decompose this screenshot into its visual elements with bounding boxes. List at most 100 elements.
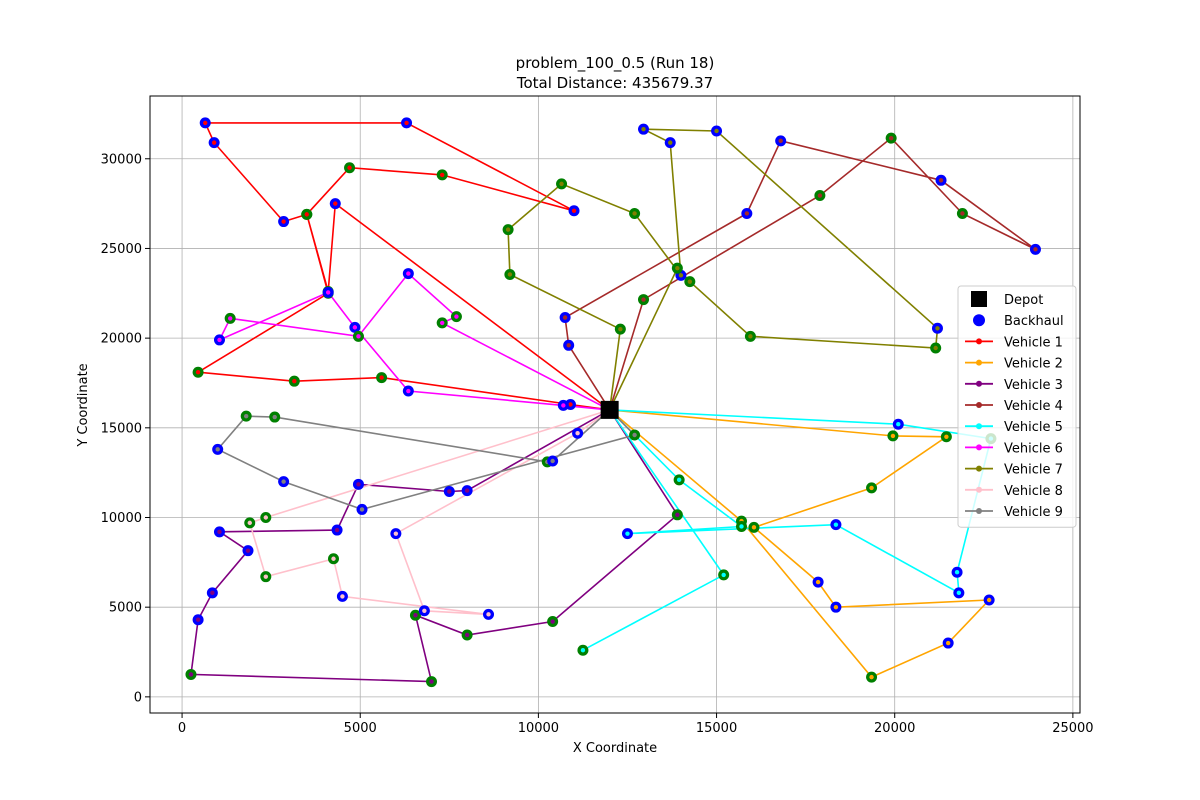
legend-vehicle-marker — [976, 402, 982, 408]
chart-title-line2: Total Distance: 435679.37 — [516, 74, 713, 92]
vehicle-stop-dot — [195, 617, 201, 622]
vehicle-stop-dot — [935, 326, 940, 331]
vehicle-stop-dot — [890, 433, 896, 439]
vehicle-stop-dot — [714, 128, 719, 134]
vehicle-stop-dot — [507, 272, 513, 277]
vehicle-stop-dot — [896, 422, 901, 427]
vehicle-stop-dot — [566, 343, 571, 348]
y-tick-label: 0 — [134, 690, 142, 705]
legend: Depot Backhaul Vehicle 1 Vehicle 2 Vehicle 3… — [957, 285, 1077, 528]
vehicle-stop-dot — [263, 574, 269, 579]
legend-vehicle-marker — [976, 380, 982, 387]
vehicle-stop-dot — [675, 512, 680, 518]
vehicle-stop-dot — [217, 529, 222, 535]
vehicle-stop-dot — [505, 227, 511, 232]
vehicle-stop-dot — [675, 265, 680, 271]
vehicle-stop-dot — [869, 485, 874, 491]
legend-backhaul-swatch — [973, 314, 985, 327]
vehicle-stop-dot — [263, 515, 269, 520]
legend-vehicle-marker — [976, 508, 982, 514]
vehicle-stop-dot — [721, 572, 726, 578]
legend-depot-label: Depot — [1004, 293, 1043, 308]
vehicle-stop-dot — [945, 640, 951, 646]
vehicle-stop-dot — [815, 579, 821, 585]
vehicle-stop-dot — [668, 140, 673, 145]
x-tick-label: 25000 — [1052, 721, 1093, 736]
vehicle-stop-dot — [422, 608, 427, 613]
vehicle-stop-dot — [247, 520, 252, 526]
legend-depot-swatch — [971, 291, 987, 307]
x-tick-label: 20000 — [874, 721, 915, 736]
legend-vehicle-label: Vehicle 8 — [1004, 484, 1063, 499]
vehicle-stop-dot — [217, 337, 222, 343]
vehicle-stop-dot — [778, 138, 783, 144]
vehicle-stop-dot — [447, 489, 452, 494]
stop-markers — [185, 117, 1041, 688]
vehicle-stop-dot — [340, 594, 345, 599]
chart-title-line1: problem_100_0.5 (Run 18) — [516, 54, 715, 73]
y-tick-label: 5000 — [109, 601, 142, 616]
legend-box — [957, 285, 1077, 528]
route-line-vehicle-7 — [507, 128, 939, 411]
vehicle-stop-dot — [956, 590, 962, 596]
route-line-vehicle-3 — [190, 409, 679, 683]
vehicle-stop-dot — [195, 370, 201, 375]
vehicle-stop-dot — [203, 120, 208, 126]
vehicle-stop-dot — [356, 482, 361, 487]
vehicle-stop-dot — [833, 604, 839, 610]
vehicle-stop-dot — [464, 488, 470, 493]
vehicle-stop-dot — [571, 208, 577, 213]
vehicle-stop-dot — [986, 597, 992, 603]
vehicle-stop-dot — [429, 679, 434, 684]
x-tick-label: 10000 — [518, 721, 559, 736]
vehicle-stop-dot — [625, 531, 630, 536]
x-tick-label: 5000 — [344, 721, 377, 736]
vehicle-stop-dot — [439, 172, 445, 178]
legend-vehicle-marker — [976, 465, 982, 472]
vehicle-stop-dot — [244, 413, 249, 419]
vehicle-stop-dot — [817, 193, 823, 198]
vehicle-stop-dot — [1033, 247, 1038, 252]
legend-vehicle-label: Vehicle 3 — [1004, 378, 1063, 393]
vehicle-stop-dot — [304, 212, 309, 217]
vehicle-stop-dot — [641, 297, 646, 302]
route-line-vehicle-1 — [195, 122, 611, 411]
vehicle-stop-dot — [272, 414, 277, 420]
legend-vehicle-marker — [976, 359, 982, 366]
vehicle-stop-dot — [325, 290, 331, 295]
plot-frame — [149, 95, 1081, 714]
vehicle-stop-dot — [356, 334, 361, 339]
y-tick-label: 10000 — [101, 511, 142, 526]
vehicle-stop-dot — [331, 556, 336, 561]
vehicle-stop-dot — [333, 201, 338, 206]
vehicle-stop-dot — [352, 325, 358, 330]
vehicle-stop-dot — [281, 479, 286, 484]
vehicle-stop-dot — [568, 402, 573, 407]
y-axis-label: Y Coordinate — [76, 363, 91, 447]
vehicle-stop-dot — [944, 434, 949, 439]
x-tick-label: 15000 — [696, 721, 737, 736]
vehicle-stop-dot — [960, 211, 965, 216]
vehicle-stop-dot — [406, 271, 411, 276]
vehicle-stop-dot — [210, 590, 215, 596]
vehicle-stop-dot — [833, 522, 839, 527]
x-tick-label: 0 — [178, 721, 186, 736]
vehicle-stop-dot — [632, 432, 637, 438]
vehicle-stop-dot — [334, 527, 340, 533]
vehicle-stop-dot — [406, 388, 411, 394]
vehicle-stop-dot — [632, 211, 637, 216]
route-line-vehicle-2 — [609, 409, 992, 679]
vehicle-stop-dot — [739, 524, 744, 529]
y-tick-label: 15000 — [101, 421, 142, 436]
y-tick-label: 30000 — [101, 152, 142, 167]
vehicle-stop-dot — [486, 612, 491, 617]
legend-vehicle-label: Vehicle 2 — [1004, 357, 1063, 372]
vehicle-stop-dot — [550, 458, 555, 464]
vehicle-stop-dot — [404, 120, 409, 126]
vehicle-stop-dot — [618, 326, 623, 332]
legend-backhaul-label: Backhaul — [1004, 314, 1064, 329]
vehicle-stop-dot — [687, 279, 693, 284]
vehicle-stop-dot — [641, 126, 646, 132]
legend-vehicle-marker — [976, 444, 982, 451]
vehicle-stop-dot — [751, 525, 757, 530]
